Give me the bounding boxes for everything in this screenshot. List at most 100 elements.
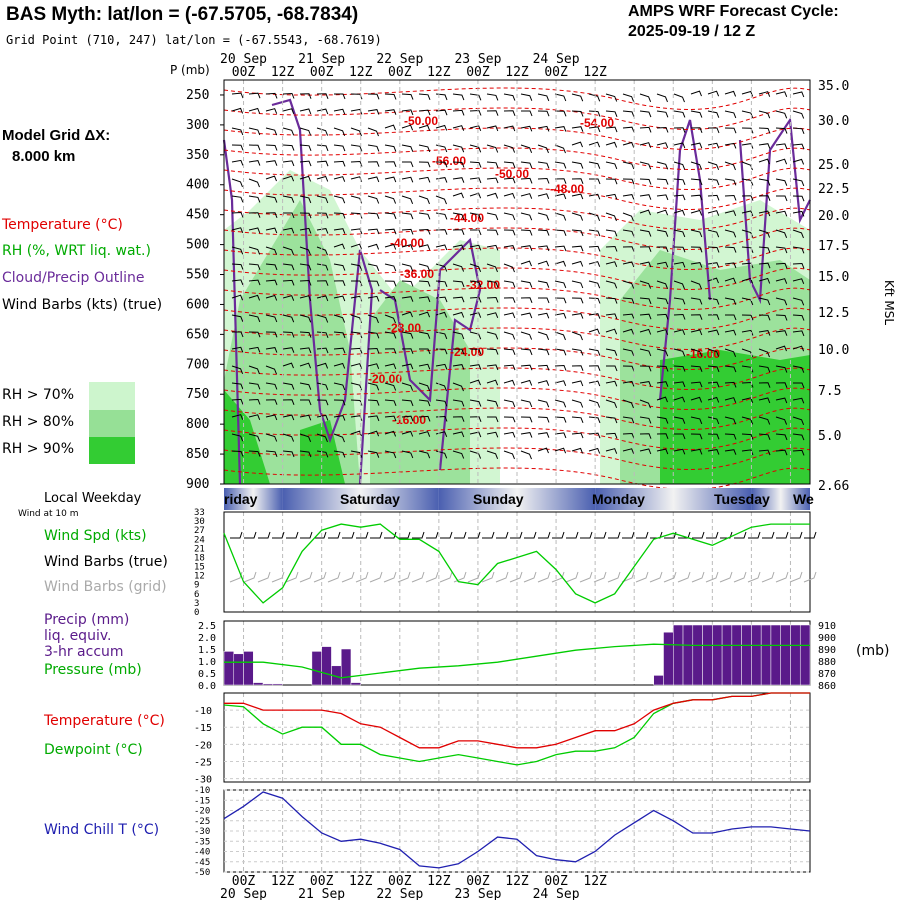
wind-barb xyxy=(503,192,516,199)
wind-barb xyxy=(333,108,346,115)
wind-barb xyxy=(775,127,788,134)
true-wind-barb xyxy=(566,531,579,539)
wind-barb xyxy=(724,297,737,305)
grid-wind-barb xyxy=(733,571,747,583)
wind-barb xyxy=(589,178,601,185)
wind-barb xyxy=(452,161,465,168)
wind-barb xyxy=(673,396,686,403)
wind-barb xyxy=(418,450,431,459)
wind-barb xyxy=(622,348,635,357)
wind-barb xyxy=(639,365,652,372)
wind-barb xyxy=(299,212,312,219)
wind-barb xyxy=(503,125,516,132)
temperature-label: -28.00 xyxy=(387,321,421,335)
grid-wind-barb xyxy=(705,571,719,583)
windchill-tick: -15 xyxy=(194,796,210,806)
wind-barb xyxy=(232,331,244,338)
wind-barb xyxy=(639,246,652,252)
wind-barb xyxy=(605,380,618,387)
wind-barb xyxy=(248,450,261,457)
temperature-contour xyxy=(223,167,811,190)
wind-barb xyxy=(503,280,516,288)
precip-tick: 2.5 xyxy=(198,621,216,632)
wind-barb xyxy=(486,450,499,459)
wind-barb xyxy=(673,448,686,455)
wind-barb xyxy=(622,448,635,454)
wind-barb xyxy=(792,278,805,284)
precip-bar xyxy=(253,682,264,686)
wind-barb xyxy=(265,92,278,99)
wind-barb xyxy=(775,397,788,404)
wind-barb xyxy=(401,450,414,459)
wind-barb xyxy=(316,263,329,271)
wind-barb xyxy=(571,380,584,387)
temperature-label: -16.00 xyxy=(392,413,426,427)
wind-barb xyxy=(656,297,669,305)
true-wind-barb xyxy=(496,531,509,539)
temperature-contour xyxy=(223,207,811,230)
wind-barb xyxy=(741,127,754,134)
wind-barb xyxy=(333,433,345,443)
windchill-line xyxy=(223,791,811,869)
wind-barb xyxy=(775,110,788,119)
wind-barb xyxy=(724,365,737,373)
bottom-hour-label: 00Z xyxy=(310,874,334,889)
wind-barb xyxy=(248,178,260,188)
wind-barb xyxy=(418,331,431,339)
wind-barb xyxy=(469,263,482,272)
wind-barb xyxy=(690,209,703,216)
wind-barb xyxy=(690,396,703,403)
wind-barb xyxy=(707,416,720,425)
pressure-right-tick: 870 xyxy=(818,669,836,680)
wind-barb xyxy=(724,178,737,186)
wind-barb xyxy=(469,331,482,340)
wind-barb xyxy=(350,212,363,219)
grid-point-subtitle: Grid Point (710, 247) lat/lon = (-67.554… xyxy=(6,33,382,47)
wind-barb xyxy=(673,297,686,305)
height-tick-label: 35.0 xyxy=(818,79,849,94)
wind-barb xyxy=(384,93,397,100)
grid-wind-barb xyxy=(565,571,579,583)
wind-barb xyxy=(231,178,243,188)
wind-barb xyxy=(792,416,805,425)
wind-barb xyxy=(690,348,703,357)
wind-barb xyxy=(656,381,669,387)
wind-barb xyxy=(350,243,363,250)
wind-barb xyxy=(333,415,346,421)
wind-barb xyxy=(299,362,312,369)
wind-barb xyxy=(384,415,397,422)
wind-barb xyxy=(282,331,295,338)
wind-barb xyxy=(792,246,805,254)
wind-barb xyxy=(401,280,414,287)
temp-tick: -15 xyxy=(194,723,212,734)
wind-barb xyxy=(690,194,703,201)
wind-barb xyxy=(673,93,685,103)
wind-barb xyxy=(588,245,601,252)
wind-barb xyxy=(265,108,278,114)
wind-barb xyxy=(776,195,788,202)
height-tick-label: 5.0 xyxy=(818,429,841,444)
wind-barb xyxy=(588,348,601,356)
wind-barb xyxy=(554,399,567,408)
weekday-label: riday xyxy=(224,491,258,507)
legend-dewpoint: Dewpoint (°C) xyxy=(44,742,143,758)
wind-barb xyxy=(605,245,618,252)
true-wind-barb xyxy=(594,531,607,539)
wind-barb xyxy=(418,311,431,318)
windchill-tick: -20 xyxy=(194,807,210,817)
wind-barb xyxy=(300,399,312,406)
top-hour-label: 00Z xyxy=(310,65,334,80)
wind-barb xyxy=(707,229,720,238)
wind-barb xyxy=(503,144,516,153)
wind-barb xyxy=(690,161,703,170)
wind-barb xyxy=(639,348,652,357)
windchill-tick: -35 xyxy=(194,837,210,847)
wind-barb xyxy=(656,194,669,201)
wind-barb xyxy=(588,141,601,148)
wind-barb xyxy=(605,297,618,304)
wind-barb xyxy=(265,450,278,457)
wind-barb xyxy=(418,161,431,168)
wind-barb xyxy=(231,398,244,405)
wind-barb xyxy=(452,229,465,235)
wind-barb xyxy=(571,432,584,439)
